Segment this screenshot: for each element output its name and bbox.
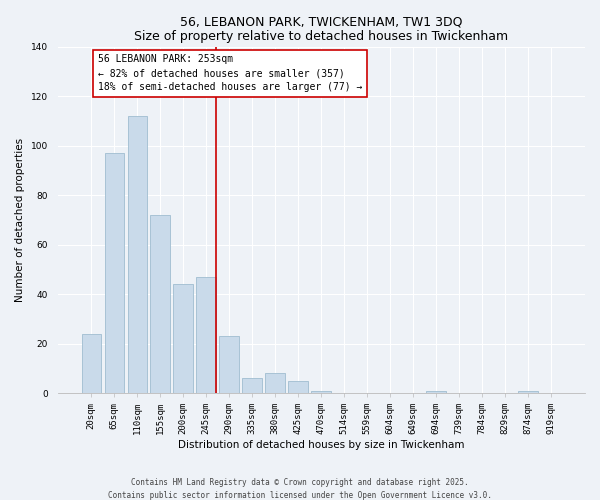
Bar	[104, 154, 124, 393]
Bar	[220, 336, 239, 393]
Bar	[128, 116, 147, 393]
Bar	[82, 334, 101, 393]
Y-axis label: Number of detached properties: Number of detached properties	[15, 138, 25, 302]
Bar	[518, 390, 538, 393]
Bar	[151, 215, 170, 393]
Bar	[242, 378, 262, 393]
Bar	[427, 390, 446, 393]
Bar	[173, 284, 193, 393]
Bar	[265, 374, 285, 393]
Bar	[311, 390, 331, 393]
Bar	[289, 381, 308, 393]
Text: Contains HM Land Registry data © Crown copyright and database right 2025.
Contai: Contains HM Land Registry data © Crown c…	[108, 478, 492, 500]
Text: 56 LEBANON PARK: 253sqm
← 82% of detached houses are smaller (357)
18% of semi-d: 56 LEBANON PARK: 253sqm ← 82% of detache…	[98, 54, 362, 92]
X-axis label: Distribution of detached houses by size in Twickenham: Distribution of detached houses by size …	[178, 440, 464, 450]
Bar	[196, 277, 216, 393]
Title: 56, LEBANON PARK, TWICKENHAM, TW1 3DQ
Size of property relative to detached hous: 56, LEBANON PARK, TWICKENHAM, TW1 3DQ Si…	[134, 15, 508, 43]
